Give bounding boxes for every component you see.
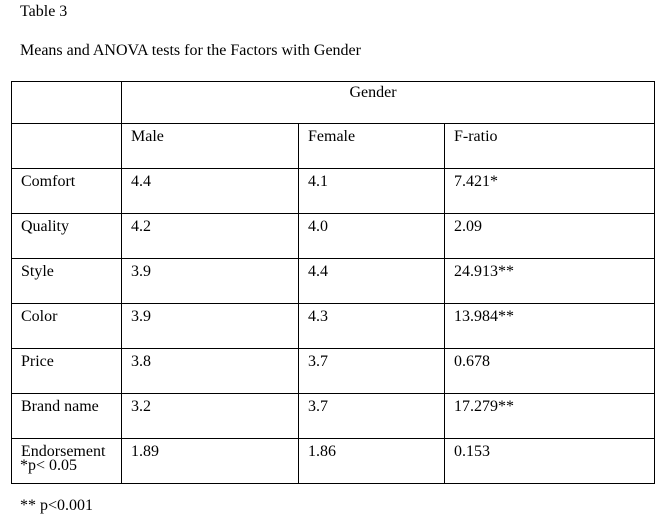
f-ratio-value: 13.984** [444,303,655,349]
empty-header-cell [11,123,122,169]
f-ratio-value: 17.279** [444,393,655,439]
female-value: 4.4 [298,258,445,304]
table-row: Brand name 3.2 3.7 17.279** [11,393,655,439]
anova-table: Gender Male Female F-ratio Comfort 4.4 4… [11,81,655,484]
table-label: Table 3 [20,3,68,20]
female-value: 4.1 [298,168,445,214]
female-value: 3.7 [298,348,445,394]
table-row: Quality 4.2 4.0 2.09 [11,213,655,259]
table-row: Color 3.9 4.3 13.984** [11,303,655,349]
table-row: Style 3.9 4.4 24.913** [11,258,655,304]
significance-note-p05: *p< 0.05 [20,457,78,474]
f-ratio-value: 24.913** [444,258,655,304]
table-title: Means and ANOVA tests for the Factors wi… [20,42,361,59]
female-value: 3.7 [298,393,445,439]
row-label: Color [11,303,122,349]
significance-note-p001: ** p<0.001 [20,497,94,514]
f-ratio-value: 7.421* [444,168,655,214]
male-value: 4.4 [121,168,299,214]
male-value: 1.89 [121,438,299,484]
female-value: 4.3 [298,303,445,349]
row-label: Comfort [11,168,122,214]
male-value: 3.8 [121,348,299,394]
column-header-row: Male Female F-ratio [11,123,655,169]
male-value: 3.2 [121,393,299,439]
column-header-female: Female [298,123,445,169]
table-row: Price 3.8 3.7 0.678 [11,348,655,394]
f-ratio-value: 0.153 [444,438,655,484]
row-label: Quality [11,213,122,259]
column-header-male: Male [121,123,299,169]
table-row: Comfort 4.4 4.1 7.421* [11,168,655,214]
gender-group-header: Gender [121,81,655,124]
row-label: Endorsement [11,438,122,484]
table-row: Endorsement 1.89 1.86 0.153 [11,438,655,484]
male-value: 3.9 [121,303,299,349]
column-header-f-ratio: F-ratio [444,123,655,169]
empty-corner-cell [11,81,122,124]
male-value: 4.2 [121,213,299,259]
female-value: 4.0 [298,213,445,259]
row-label: Style [11,258,122,304]
row-label: Brand name [11,393,122,439]
f-ratio-value: 2.09 [444,213,655,259]
row-label: Price [11,348,122,394]
female-value: 1.86 [298,438,445,484]
group-header-row: Gender [11,81,655,124]
male-value: 3.9 [121,258,299,304]
f-ratio-value: 0.678 [444,348,655,394]
